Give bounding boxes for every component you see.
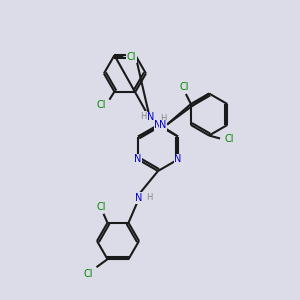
Text: Cl: Cl: [179, 82, 189, 92]
Text: H: H: [146, 194, 152, 202]
Text: H: H: [140, 112, 146, 121]
Text: N: N: [135, 193, 143, 203]
Text: Cl: Cl: [224, 134, 234, 143]
Text: Cl: Cl: [97, 202, 106, 212]
Text: Cl: Cl: [127, 52, 136, 62]
Text: Cl: Cl: [84, 269, 93, 279]
Text: H: H: [160, 114, 166, 123]
Text: N: N: [174, 154, 182, 164]
Text: N: N: [147, 112, 155, 122]
Text: N: N: [159, 121, 167, 130]
Text: N: N: [154, 120, 162, 130]
Text: N: N: [134, 154, 142, 164]
Text: Cl: Cl: [97, 100, 106, 110]
